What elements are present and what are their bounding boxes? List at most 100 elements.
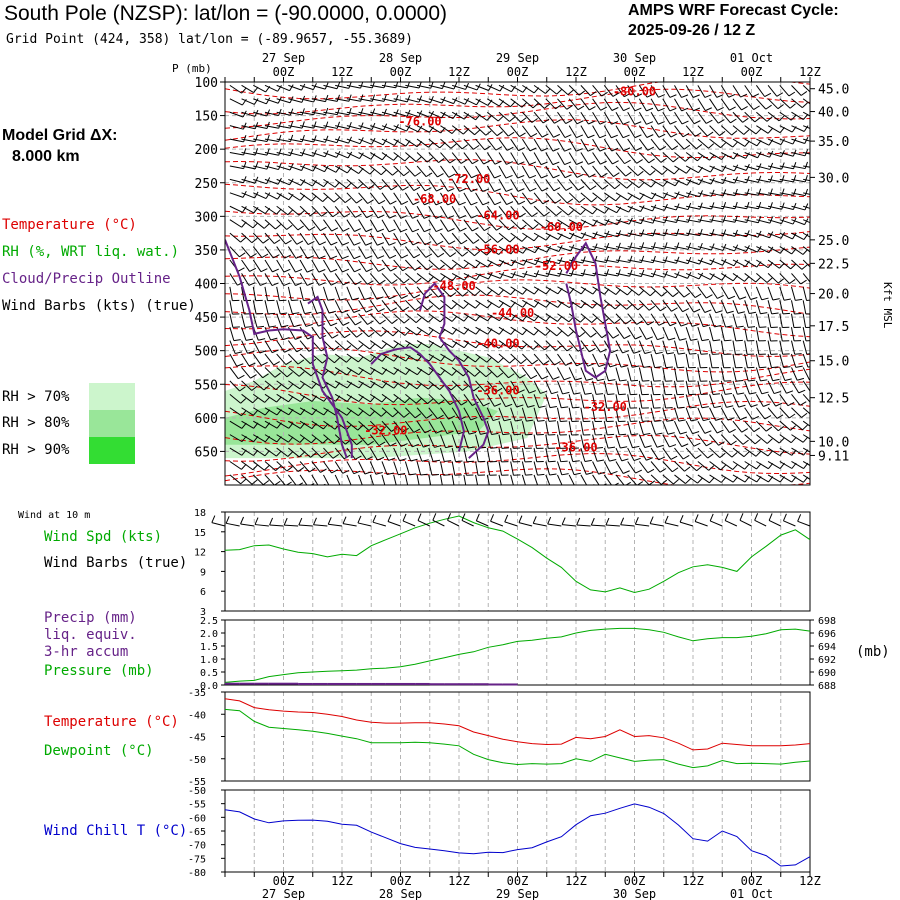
wind-barb-flag <box>462 385 469 391</box>
wind-barb-flag <box>625 319 632 325</box>
wind-barb-flag <box>790 425 797 431</box>
wind-barb-staff <box>226 522 240 527</box>
wind-barb-staff <box>241 165 256 170</box>
wind-barb <box>229 327 241 342</box>
wind-barb <box>252 219 270 229</box>
wind-barb-staff <box>510 219 522 230</box>
wind-barb-flag <box>336 107 340 115</box>
wind-barb-staff <box>299 393 313 402</box>
wind-barb-flag <box>696 465 703 472</box>
wind-barb-staff <box>358 474 363 485</box>
legend-wind-chill: Wind Chill T (°C) <box>44 823 188 839</box>
wind-barb-flag <box>646 93 654 98</box>
wind-barb-staff <box>358 84 373 89</box>
wind-barb <box>662 447 678 460</box>
wind-barb-flag <box>547 516 552 525</box>
wind-barb-staff <box>767 219 782 225</box>
wind-barb-staff <box>592 125 601 139</box>
wind-barb-staff <box>510 259 524 266</box>
wind-barb <box>334 205 351 218</box>
wind-barb-flag <box>712 393 720 395</box>
wind-barb <box>674 313 688 327</box>
wind-barb-flag <box>353 309 361 313</box>
wind-barb-staff <box>276 273 285 286</box>
wind-barb-flag <box>510 343 516 350</box>
wind-barb-flag <box>310 452 317 458</box>
wind-barb-staff <box>486 461 491 476</box>
wind-barb-staff <box>627 232 642 237</box>
wind-barb-flag <box>554 199 562 204</box>
wind-barb <box>346 300 361 313</box>
wind-barb-staff <box>241 434 254 443</box>
wind-barb-flag <box>423 215 431 219</box>
wind-barb-flag <box>799 401 807 406</box>
wind-barb-staff <box>311 125 326 129</box>
wind-barb <box>732 152 750 159</box>
wind-barb-flag <box>807 366 810 368</box>
wind-barb-staff <box>592 98 602 111</box>
wind-barb <box>615 434 628 449</box>
wind-barb-staff <box>580 421 584 436</box>
legend-rh70-label: RH > 70% <box>2 389 70 405</box>
wind-barb-staff <box>451 111 465 120</box>
wind-barb-flag <box>378 441 386 447</box>
wind-barb-staff <box>369 461 377 475</box>
wind-barb <box>440 138 457 149</box>
wind-barb-staff <box>440 232 450 245</box>
wind-barb <box>334 326 351 339</box>
wind-barb-staff <box>288 219 299 231</box>
wind-barb <box>498 421 510 436</box>
wind-barb-staff <box>432 519 445 527</box>
wind-barb-flag <box>475 513 480 521</box>
wind-barb-flag <box>589 106 596 111</box>
wind-barb-staff <box>522 299 535 308</box>
wind-barb-staff <box>346 138 361 145</box>
wind-barb-flag <box>484 145 491 151</box>
wind-barb-staff <box>498 353 510 364</box>
wind-barb-staff <box>486 246 500 255</box>
wind-barb <box>697 327 709 342</box>
wind-barb-staff <box>229 232 241 243</box>
wind-barb-flag <box>301 108 305 116</box>
wind-barb-flag <box>435 430 443 434</box>
isotherm-label: -72.00 <box>447 172 490 186</box>
wind-barb <box>685 300 701 313</box>
wind-barb <box>288 134 305 143</box>
wind-barb <box>241 273 256 286</box>
wind-barb-staff <box>557 232 571 240</box>
wind-barb-staff <box>229 219 242 228</box>
wind-barb-flag <box>247 350 255 354</box>
wind-barb <box>486 421 499 436</box>
wind-barb <box>638 98 654 112</box>
wind-barb-flag <box>480 432 488 435</box>
wind-barb-staff <box>662 326 669 341</box>
wind-barb-flag <box>458 201 466 206</box>
wind-barb-flag <box>612 92 620 97</box>
wind-barb <box>767 85 784 97</box>
wind-barb-staff <box>744 447 757 457</box>
wind-barb-flag <box>711 229 715 236</box>
wind-barb-flag <box>484 387 491 392</box>
wind-barb-staff <box>323 474 330 485</box>
wind-barb <box>416 326 434 336</box>
wind-barb <box>627 205 645 212</box>
wind-barb-flag <box>272 254 280 259</box>
wind-barb <box>791 380 806 394</box>
wind-barb <box>393 179 409 191</box>
wind-barb <box>288 149 306 157</box>
wind-barb-flag <box>286 224 293 230</box>
wind-barb <box>252 259 268 273</box>
wind-barb-staff <box>767 367 774 381</box>
wind-barb <box>744 286 758 301</box>
wind-barb-flag <box>558 245 563 252</box>
wind-barb-staff <box>358 367 371 375</box>
wind-barb-staff <box>264 219 276 230</box>
wind-barb-flag <box>687 228 691 236</box>
wind-barb <box>253 192 271 199</box>
wind-barb-staff <box>790 353 797 368</box>
wind-barb <box>463 98 481 106</box>
wind-barb-flag <box>239 252 246 258</box>
wind-barb-staff <box>475 219 485 231</box>
wind-barb-staff <box>323 273 332 286</box>
wind-barb-staff <box>568 353 578 367</box>
